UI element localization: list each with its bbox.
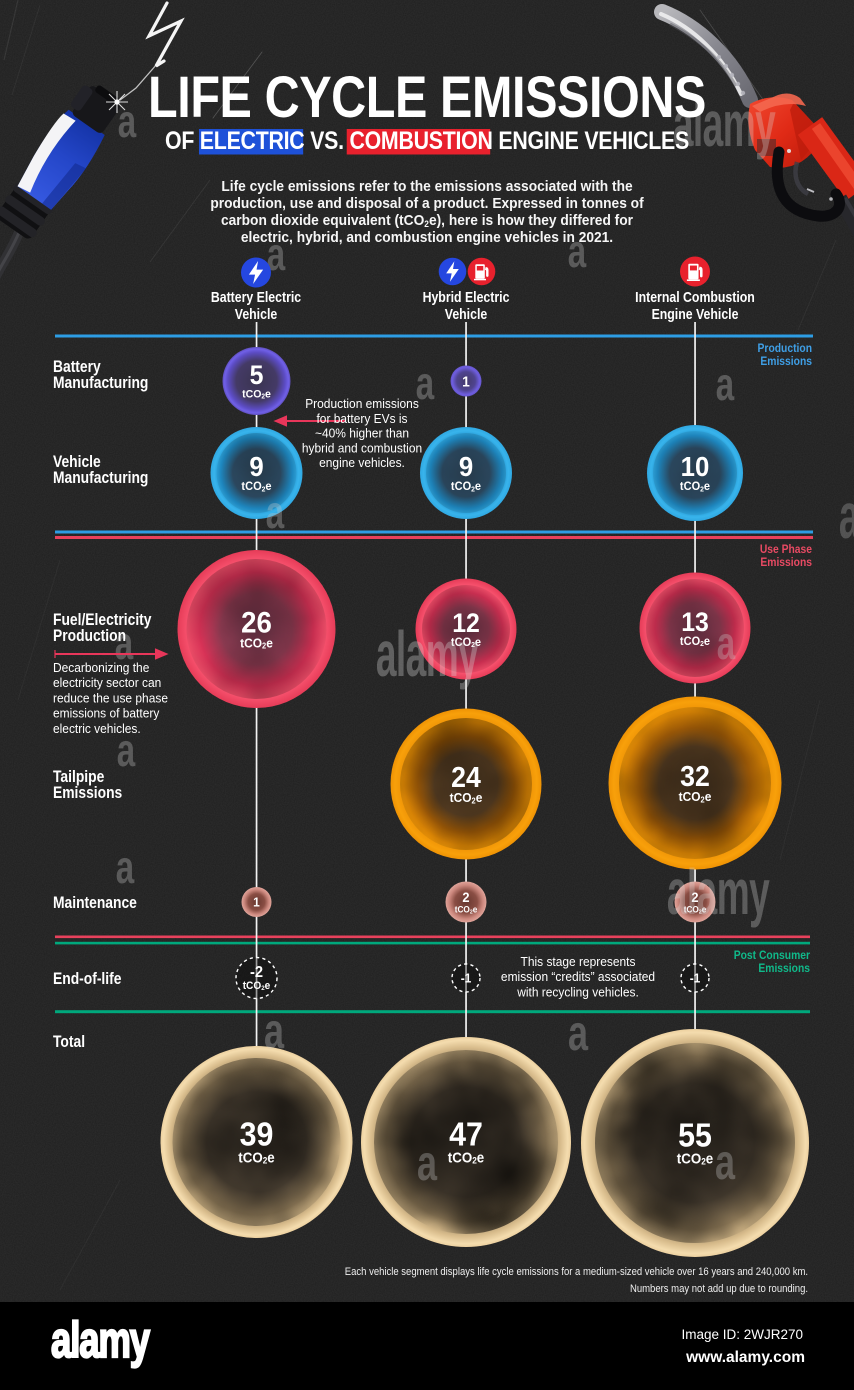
svg-text:Vehicle: Vehicle [235,306,278,322]
svg-text:Emissions: Emissions [760,556,812,569]
svg-text:Numbers may not add up due to: Numbers may not add up due to rounding. [630,1283,808,1295]
svg-text:tCO2e: tCO2e [680,481,711,494]
svg-text:Vehicle: Vehicle [53,453,101,471]
svg-text:Production: Production [758,342,813,355]
svg-text:Battery: Battery [53,358,101,376]
svg-text:tCO2e: tCO2e [684,904,707,915]
svg-text:-2: -2 [250,963,263,981]
svg-text:5: 5 [250,361,264,390]
svg-text:Decarbonizing the: Decarbonizing the [53,661,149,676]
svg-text:39: 39 [240,1115,274,1152]
svg-text:engine vehicles.: engine vehicles. [319,456,405,471]
svg-text:with recycling vehicles.: with recycling vehicles. [516,985,639,1000]
svg-text:Hybrid Electric: Hybrid Electric [423,289,510,305]
svg-text:electric vehicles.: electric vehicles. [53,721,141,736]
svg-text:Manufacturing: Manufacturing [53,374,148,392]
svg-text:LIFE CYCLE EMISSIONS: LIFE CYCLE EMISSIONS [148,66,706,130]
svg-text:tCO2e: tCO2e [242,388,271,401]
svg-text:www.alamy.com: www.alamy.com [685,1349,805,1366]
svg-text:emission “credits” associated: emission “credits” associated [501,970,655,985]
svg-text:Production: Production [53,627,126,645]
svg-text:tCO2e: tCO2e [677,1150,714,1167]
svg-text:a: a [116,843,135,893]
svg-text:Emissions: Emissions [53,784,122,802]
svg-text:emissions of battery: emissions of battery [53,706,160,721]
svg-text:a: a [118,97,137,147]
svg-text:Post Consumer: Post Consumer [734,949,811,962]
svg-text:12: 12 [452,609,480,638]
svg-text:1: 1 [462,374,470,391]
svg-text:55: 55 [678,1116,712,1153]
svg-text:End-of-life: End-of-life [53,970,121,988]
svg-text:alamy: alamy [673,90,776,161]
svg-text:Emissions: Emissions [758,962,810,975]
svg-text:Battery Electric: Battery Electric [211,289,302,305]
svg-text:~40% higher than: ~40% higher than [315,426,409,441]
svg-text:10: 10 [681,451,710,482]
svg-text:carbon dioxide equivalent (tCO: carbon dioxide equivalent (tCO2e), here … [221,213,633,230]
svg-text:Image ID: 2WJR270: Image ID: 2WJR270 [681,1327,803,1342]
svg-text:tCO2e: tCO2e [243,980,271,993]
svg-text:tCO2e: tCO2e [679,790,712,805]
svg-text:tCO2e: tCO2e [238,1149,275,1166]
svg-text:a: a [717,619,736,669]
svg-text:a: a [417,1136,438,1191]
svg-text:a: a [267,230,286,280]
svg-text:a: a [715,1135,736,1190]
svg-text:Use Phase: Use Phase [760,543,812,556]
svg-text:-1: -1 [461,971,472,986]
svg-text:alamy: alamy [667,858,770,929]
svg-text:tCO2e: tCO2e [450,791,483,806]
svg-text:26: 26 [241,606,272,639]
svg-text:tCO2e: tCO2e [448,1149,485,1166]
svg-text:Life cycle emissions refer to: Life cycle emissions refer to the emissi… [221,179,632,196]
svg-text:a: a [568,227,587,277]
svg-text:-1: -1 [690,971,701,986]
svg-text:electric, hybrid, and combusti: electric, hybrid, and combustion engine … [241,230,613,247]
svg-text:alamy: alamy [51,1312,151,1368]
svg-text:a: a [716,360,735,410]
svg-text:Emissions: Emissions [760,355,812,368]
svg-text:electricity sector can: electricity sector can [53,676,161,691]
svg-text:tCO2e: tCO2e [680,636,711,649]
svg-text:tCO2e: tCO2e [240,636,273,651]
svg-text:9: 9 [249,451,263,482]
svg-text:tCO2e: tCO2e [455,904,478,915]
svg-text:47: 47 [449,1115,483,1152]
svg-text:alamy: alamy [839,482,854,553]
svg-text:32: 32 [680,760,710,792]
svg-text:a: a [117,726,136,776]
svg-text:Manufacturing: Manufacturing [53,469,148,487]
svg-text:Tailpipe: Tailpipe [53,768,104,786]
svg-text:a: a [568,1006,589,1061]
svg-text:9: 9 [459,451,473,482]
svg-text:1: 1 [253,895,260,910]
svg-text:tCO2e: tCO2e [451,481,482,494]
svg-text:for battery EVs is: for battery EVs is [316,411,407,426]
svg-text:Engine Vehicle: Engine Vehicle [652,306,739,322]
svg-text:a: a [115,619,134,669]
svg-text:Total: Total [53,1033,85,1051]
svg-text:Maintenance: Maintenance [53,894,137,912]
svg-text:2: 2 [462,889,469,905]
svg-text:13: 13 [681,608,709,637]
svg-text:a: a [266,488,285,538]
svg-text:alamy: alamy [376,620,479,691]
svg-text:a: a [416,359,435,409]
svg-text:This stage represents: This stage represents [521,955,636,970]
svg-text:a: a [264,1004,285,1059]
svg-text:Each vehicle segment displays: Each vehicle segment displays life cycle… [345,1266,808,1278]
svg-text:2: 2 [691,889,698,905]
svg-text:Fuel/Electricity: Fuel/Electricity [53,611,152,629]
svg-text:reduce the use phase: reduce the use phase [53,691,168,706]
svg-text:OF ELECTRIC VS. COMBUSTION ENG: OF ELECTRIC VS. COMBUSTION ENGINE VEHICL… [165,126,689,154]
svg-text:Vehicle: Vehicle [445,306,488,322]
svg-text:production, use and disposal o: production, use and disposal of a produc… [210,196,644,213]
svg-text:Production emissions: Production emissions [305,397,419,412]
svg-text:Internal Combustion: Internal Combustion [635,289,755,305]
svg-text:hybrid and combustion: hybrid and combustion [302,441,422,456]
svg-text:24: 24 [451,761,481,793]
